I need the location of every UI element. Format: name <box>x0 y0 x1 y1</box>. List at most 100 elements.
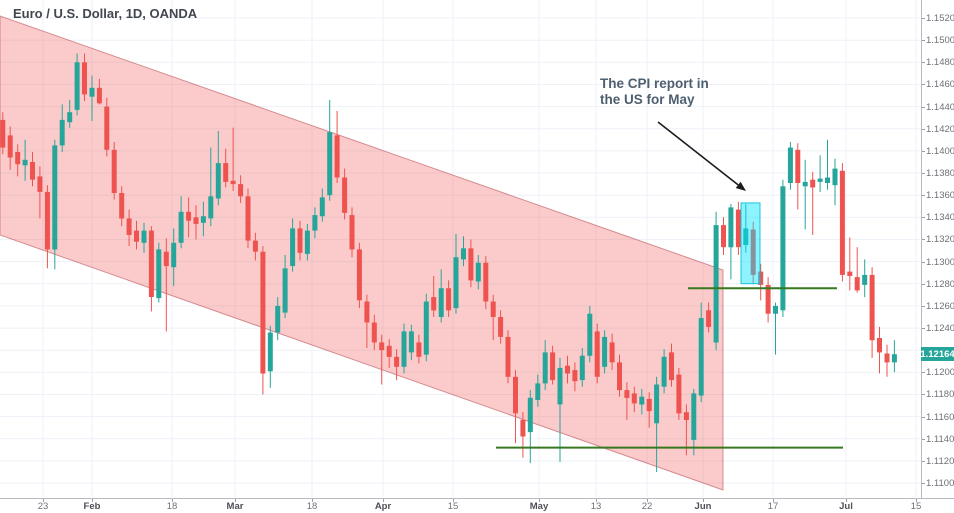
candle[interactable] <box>252 240 258 252</box>
candle[interactable] <box>178 211 184 243</box>
candle[interactable] <box>290 228 296 266</box>
candle[interactable] <box>30 162 35 180</box>
candle[interactable] <box>349 215 355 250</box>
candle[interactable] <box>342 177 348 213</box>
candle[interactable] <box>617 362 622 391</box>
candle[interactable] <box>141 230 147 243</box>
candle[interactable] <box>810 179 816 188</box>
candle[interactable] <box>602 336 608 367</box>
candle[interactable] <box>713 225 719 343</box>
candle[interactable] <box>7 135 13 158</box>
candle[interactable] <box>817 178 823 182</box>
candle[interactable] <box>356 249 362 301</box>
candle[interactable] <box>319 197 325 217</box>
candle[interactable] <box>891 354 897 363</box>
candle[interactable] <box>787 147 793 183</box>
candle[interactable] <box>490 301 496 318</box>
candle[interactable] <box>535 383 541 400</box>
candle[interactable] <box>527 397 533 433</box>
candle[interactable] <box>408 331 414 353</box>
candle[interactable] <box>683 412 689 420</box>
cpi-highlight-box[interactable] <box>740 202 761 285</box>
candle[interactable] <box>423 301 429 355</box>
candle[interactable] <box>461 248 466 260</box>
candle[interactable] <box>37 176 43 192</box>
candle[interactable] <box>200 216 206 223</box>
candle[interactable] <box>646 398 652 412</box>
candle[interactable] <box>44 191 50 250</box>
candle[interactable] <box>245 196 251 241</box>
candle[interactable] <box>557 367 563 405</box>
candle[interactable] <box>96 87 102 104</box>
candle[interactable] <box>111 149 117 193</box>
candle[interactable] <box>869 274 875 341</box>
candle[interactable] <box>238 184 244 197</box>
candle[interactable] <box>802 181 808 187</box>
candle[interactable] <box>163 251 169 267</box>
candle[interactable] <box>386 345 392 357</box>
candle[interactable] <box>579 355 585 381</box>
candle[interactable] <box>758 271 764 285</box>
candle[interactable] <box>847 271 853 276</box>
price-axis[interactable]: 1.15200 1.15000 1.14800 1.14600 1.14400 1.142… <box>921 0 954 498</box>
candle[interactable] <box>706 310 712 327</box>
candle[interactable] <box>401 331 407 367</box>
candle[interactable] <box>773 305 778 314</box>
cpi-annotation-text[interactable]: The CPI report in the US for May <box>600 76 709 107</box>
candle[interactable] <box>750 229 756 275</box>
candle[interactable] <box>260 251 266 374</box>
candle[interactable] <box>735 209 741 248</box>
candle[interactable] <box>193 217 199 224</box>
candle[interactable] <box>795 149 801 183</box>
candle[interactable] <box>877 338 882 353</box>
candle[interactable] <box>669 352 674 381</box>
candle[interactable] <box>654 384 660 424</box>
candle[interactable] <box>780 186 786 311</box>
candle[interactable] <box>854 277 860 291</box>
candle[interactable] <box>22 159 28 166</box>
candle[interactable] <box>505 336 511 377</box>
arrow-line[interactable] <box>657 121 739 186</box>
candle[interactable] <box>267 332 273 372</box>
candle[interactable] <box>52 145 58 250</box>
candle[interactable] <box>59 119 65 146</box>
candle[interactable] <box>513 376 518 414</box>
candle[interactable] <box>884 353 890 363</box>
candle[interactable] <box>498 317 504 337</box>
candle[interactable] <box>594 331 600 377</box>
candle[interactable] <box>134 230 139 242</box>
candle[interactable] <box>186 211 192 221</box>
candle[interactable] <box>765 284 771 314</box>
symbol-legend[interactable]: Euro / U.S. Dollar, 1D, OANDA <box>13 6 198 21</box>
candle[interactable] <box>639 396 645 405</box>
candle[interactable] <box>208 196 214 219</box>
candle[interactable] <box>565 365 570 374</box>
candle[interactable] <box>223 163 229 182</box>
time-axis[interactable]: 23 Feb 18 Mar 18 Apr 15 May 13 22 Jun 17 Jul 15 <box>0 498 954 513</box>
candle[interactable] <box>691 393 697 440</box>
candle[interactable] <box>394 356 400 367</box>
candle[interactable] <box>475 262 481 282</box>
candle[interactable] <box>661 356 667 387</box>
candle[interactable] <box>304 230 310 254</box>
candle[interactable] <box>609 342 615 363</box>
candle[interactable] <box>572 370 578 382</box>
candle[interactable] <box>446 288 452 311</box>
candle[interactable] <box>542 352 548 384</box>
candle[interactable] <box>483 262 489 302</box>
candle[interactable] <box>453 257 459 309</box>
candle[interactable] <box>15 152 21 165</box>
candle[interactable] <box>334 135 340 178</box>
candle[interactable] <box>520 419 526 437</box>
candle[interactable] <box>743 228 749 245</box>
candle[interactable] <box>89 87 95 97</box>
candle[interactable] <box>275 305 281 333</box>
candle[interactable] <box>312 215 318 231</box>
candle[interactable] <box>171 242 177 268</box>
candle[interactable] <box>698 318 704 396</box>
candle[interactable] <box>468 248 474 281</box>
candle[interactable] <box>676 374 682 414</box>
candle[interactable] <box>282 268 288 313</box>
candle[interactable] <box>721 225 726 248</box>
